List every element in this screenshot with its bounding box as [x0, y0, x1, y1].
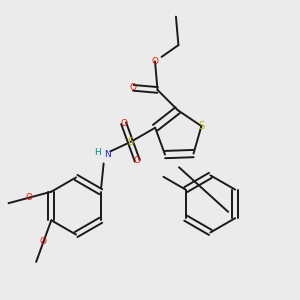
Text: O: O — [130, 83, 137, 92]
Text: S: S — [128, 137, 134, 147]
Text: N: N — [105, 150, 111, 159]
Text: O: O — [134, 156, 141, 165]
Text: H: H — [94, 148, 101, 157]
Text: O: O — [40, 237, 47, 246]
Text: O: O — [120, 119, 127, 128]
Text: O: O — [152, 57, 158, 66]
Text: O: O — [26, 193, 33, 202]
Text: S: S — [198, 121, 205, 131]
